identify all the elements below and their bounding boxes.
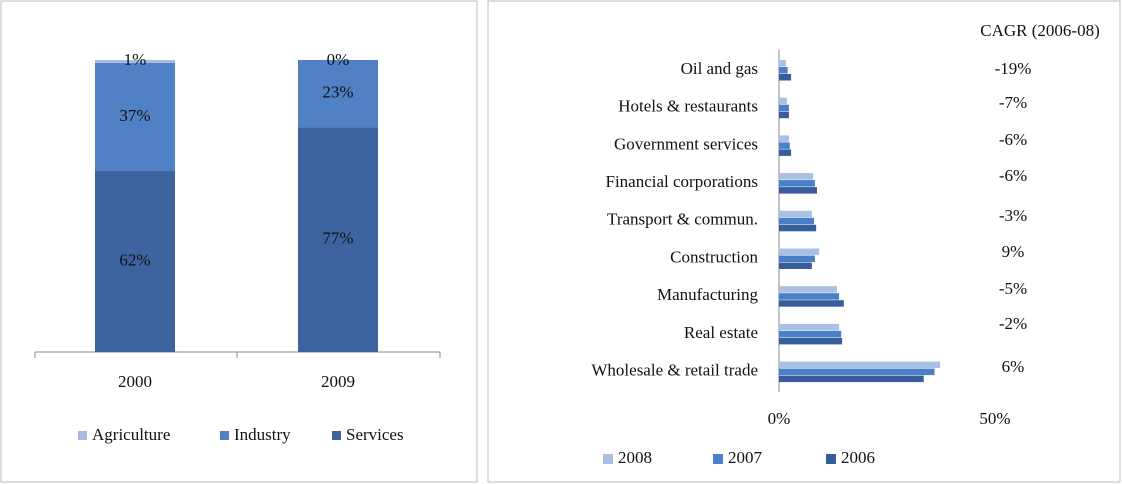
y-tick-label: Transport & commun.: [607, 210, 758, 229]
bar-segment: [95, 62, 175, 171]
bar: [779, 104, 789, 112]
legend-swatch: [78, 431, 87, 440]
legend-label: Industry: [234, 425, 291, 444]
bar: [779, 361, 941, 369]
bar: [779, 300, 844, 307]
cagr-label: -2%: [999, 314, 1027, 333]
bar: [779, 180, 815, 187]
y-tick-label: Financial corporations: [606, 172, 759, 191]
y-tick-label: Manufacturing: [657, 285, 759, 304]
bar: [779, 67, 788, 74]
y-tick-label: Construction: [670, 247, 758, 266]
bar: [779, 330, 842, 338]
bar: [779, 97, 787, 105]
bar: [779, 210, 812, 218]
bar: [779, 60, 786, 67]
x-tick-label: 2009: [321, 372, 355, 391]
y-tick-label: Hotels & restaurants: [618, 97, 758, 116]
data-label: 37%: [119, 106, 150, 125]
cagr-label: 9%: [1002, 242, 1025, 261]
bar: [779, 248, 820, 255]
legend-swatch: [220, 431, 229, 440]
legend-label: 2007: [728, 448, 763, 467]
bar: [779, 224, 817, 232]
bar: [779, 187, 818, 194]
cagr-label: -7%: [999, 93, 1027, 112]
cagr-label: 6%: [1002, 357, 1025, 376]
y-tick-label: Oil and gas: [681, 59, 758, 78]
cagr-label: -19%: [995, 59, 1032, 78]
bar: [779, 111, 789, 119]
cagr-label: -5%: [999, 279, 1027, 298]
legend-label: 2006: [841, 448, 875, 467]
x-tick-label: 0%: [768, 409, 791, 428]
y-tick-label: Wholesale & retail trade: [591, 361, 758, 380]
legend-label: Services: [346, 425, 404, 444]
bar: [779, 149, 792, 156]
data-label: 77%: [322, 228, 353, 247]
bar: [779, 262, 812, 269]
x-tick-label: 2000: [118, 372, 152, 391]
legend-swatch: [713, 454, 723, 464]
legend-label: Agriculture: [92, 425, 170, 444]
data-label: 1%: [124, 50, 147, 69]
bar-segment: [95, 170, 175, 352]
cagr-label: -6%: [999, 130, 1027, 149]
cagr-label: -6%: [999, 166, 1027, 185]
bar: [779, 293, 840, 300]
bar: [779, 74, 792, 81]
annotation: CAGR (2006-08): [980, 21, 1099, 40]
legend-swatch: [603, 454, 613, 464]
left-panel: [0, 0, 478, 483]
bar: [779, 135, 789, 142]
y-tick-label: Government services: [614, 134, 758, 153]
x-tick-label: 50%: [979, 409, 1010, 428]
bar-segment: [298, 127, 378, 352]
right-panel: [487, 0, 1121, 483]
legend-label: 2008: [618, 448, 652, 467]
bar-segment: [298, 60, 378, 128]
bar: [779, 142, 790, 149]
y-tick-label: Real estate: [684, 323, 758, 342]
bar-segment: [95, 60, 175, 63]
legend-swatch: [332, 431, 341, 440]
data-label: 62%: [119, 250, 150, 269]
data-label: 0%: [327, 50, 350, 69]
bar: [779, 286, 837, 293]
bar: [779, 217, 814, 225]
legend-swatch: [826, 454, 836, 464]
bar: [779, 337, 843, 345]
bar: [779, 173, 814, 180]
bar: [779, 255, 815, 262]
bar: [779, 323, 840, 331]
bar: [779, 368, 935, 376]
data-label: 23%: [322, 82, 353, 101]
bar: [779, 375, 924, 383]
cagr-label: -3%: [999, 206, 1027, 225]
